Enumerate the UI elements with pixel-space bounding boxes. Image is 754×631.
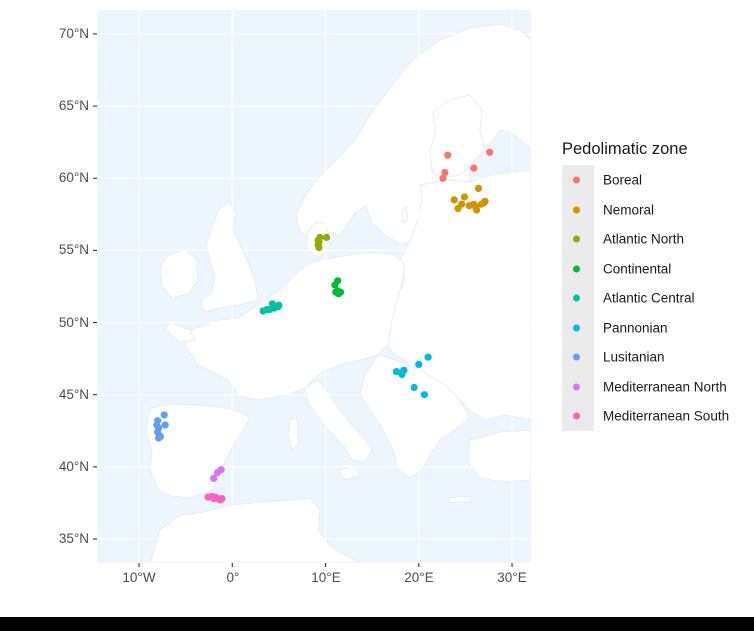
- data-point: [161, 421, 169, 429]
- y-tick-label: 50°N: [58, 315, 89, 330]
- sardinia: [287, 417, 300, 451]
- legend-dot-icon: [573, 206, 580, 213]
- legend-title: Pedolimatic zone: [562, 140, 688, 158]
- legend-item-atlantic-central: Atlantic Central: [603, 290, 695, 306]
- scandinavia: [295, 23, 531, 245]
- x-tick-label: 10°E: [311, 570, 341, 585]
- data-point: [473, 206, 481, 214]
- y-tick-label: 40°N: [58, 459, 89, 474]
- legend-item-boreal: Boreal: [603, 172, 643, 188]
- legend-item-pannonian: Pannonian: [603, 320, 668, 335]
- y-tick-label: 65°N: [58, 98, 89, 113]
- legend-item-mediterranean-north: Mediterranean North: [603, 379, 727, 394]
- legend-dot-icon: [573, 383, 580, 390]
- y-tick-label: 60°N: [58, 170, 89, 185]
- data-point: [486, 148, 494, 156]
- data-points: [153, 148, 494, 504]
- x-tick-label: 0°: [226, 570, 240, 585]
- data-point: [480, 199, 488, 207]
- data-point: [275, 301, 283, 309]
- turkey: [467, 429, 531, 483]
- data-point: [210, 495, 218, 503]
- y-tick-label: 35°N: [58, 531, 89, 546]
- data-point: [474, 184, 483, 192]
- legend-dot-icon: [573, 235, 580, 243]
- data-point: [398, 370, 406, 379]
- gridlines: [97, 10, 531, 563]
- data-point: [315, 243, 323, 252]
- legend-item-continental: Continental: [603, 261, 672, 276]
- legend-key-column: [562, 165, 594, 431]
- bottom-black-bar: [0, 617, 754, 631]
- data-point: [439, 174, 447, 182]
- data-point: [415, 360, 423, 368]
- data-point: [336, 288, 345, 296]
- data-point: [392, 368, 400, 376]
- y-tick-label: 45°N: [58, 387, 89, 402]
- x-tick-label: 30°E: [497, 570, 527, 585]
- legend-item-atlantic-north: Atlantic North: [603, 231, 685, 247]
- data-point: [470, 164, 478, 172]
- north-africa: [149, 497, 361, 563]
- data-point: [454, 205, 462, 213]
- y-tick-label: 70°N: [58, 26, 89, 41]
- data-point: [160, 411, 168, 419]
- x-tick-label: 10°W: [122, 570, 156, 585]
- y-tick-label: 55°N: [58, 242, 89, 257]
- x-tick-label: 20°E: [404, 570, 434, 585]
- data-point: [269, 301, 277, 309]
- data-point: [216, 496, 224, 504]
- data-point: [213, 469, 221, 477]
- balkans: [359, 354, 471, 479]
- legend-dot-icon: [573, 265, 580, 272]
- crete: [447, 495, 471, 504]
- legend-dot-icon: [573, 412, 580, 420]
- legend-item-nemoral: Nemoral: [603, 202, 655, 217]
- legend-dot-icon: [573, 294, 580, 302]
- brittany: [164, 321, 196, 343]
- legend-dot-icon: [573, 176, 580, 184]
- data-point: [210, 474, 218, 482]
- data-point: [441, 168, 449, 177]
- data-point: [155, 434, 163, 442]
- data-point: [420, 391, 428, 399]
- data-point: [444, 151, 452, 159]
- data-point: [450, 196, 458, 204]
- legend-dot-icon: [573, 324, 580, 331]
- axis-ticks: [93, 33, 513, 567]
- gotland: [401, 204, 409, 223]
- legend-item-lusitanian: Lusitanian: [603, 349, 665, 365]
- data-point: [460, 193, 469, 201]
- data-point: [322, 233, 331, 241]
- legend-dot-icon: [573, 353, 580, 361]
- data-point: [331, 281, 339, 289]
- data-point: [470, 200, 478, 208]
- data-point: [410, 383, 418, 392]
- data-point: [315, 238, 323, 246]
- legend-item-mediterranean-south: Mediterranean South: [603, 408, 730, 424]
- land-masses: [97, 23, 531, 563]
- finland: [429, 94, 486, 179]
- data-point: [424, 353, 432, 361]
- iceland-edge: [97, 97, 103, 109]
- ireland: [159, 249, 199, 299]
